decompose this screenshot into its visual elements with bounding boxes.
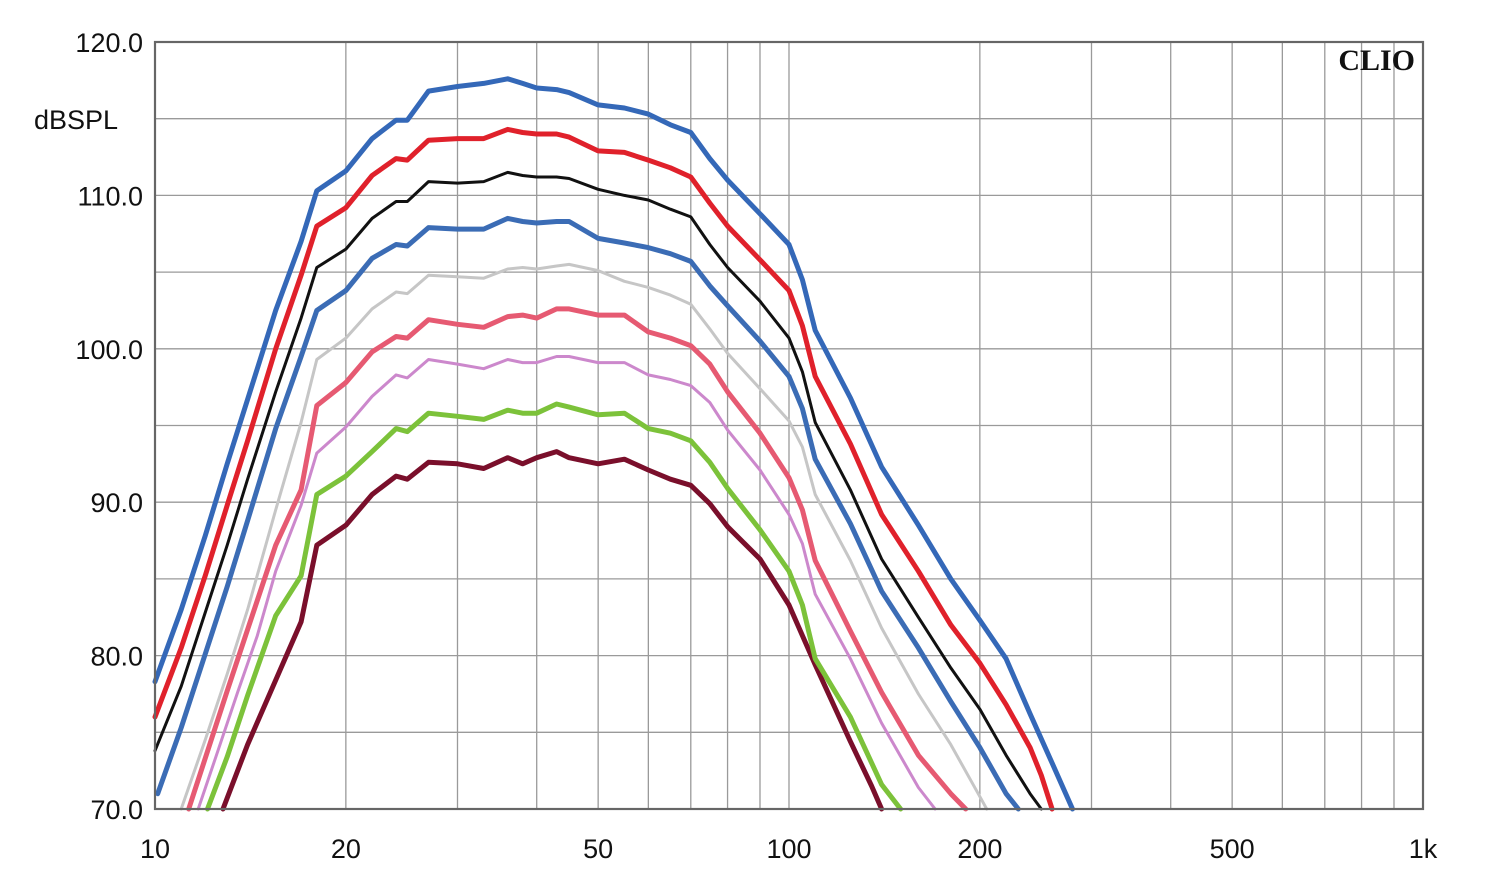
grid-lines [155, 42, 1423, 809]
x-tick-label: 50 [583, 834, 613, 864]
x-tick-labels: 10 20 50 100 200 500 1k [140, 834, 1438, 864]
curve-line-8 [152, 126, 1055, 812]
curve-line-6 [155, 215, 1021, 812]
curve-line-2 [205, 401, 904, 812]
x-tick-label: 200 [957, 834, 1002, 864]
x-tick-label: 500 [1210, 834, 1255, 864]
y-tick-label: 90.0 [90, 488, 143, 518]
y-tick-labels: 70.0 80.0 90.0 100.0 110.0 120.0 [75, 28, 143, 825]
y-tick-label: 70.0 [90, 795, 143, 825]
y-axis-label: dBSPL [34, 105, 118, 135]
curve-line-3 [196, 355, 937, 811]
plot-frame [153, 40, 1425, 811]
x-tick-label: 10 [140, 834, 170, 864]
curve-line-5 [179, 262, 989, 811]
curve-line-7 [153, 170, 1043, 811]
brand-logo: CLIO [1338, 44, 1415, 77]
curve-line-9 [152, 76, 1075, 812]
x-tick-label: 1k [1409, 834, 1438, 864]
x-tick-label: 20 [331, 834, 361, 864]
y-tick-label: 80.0 [90, 642, 143, 672]
curve-line-4 [186, 306, 969, 812]
curves-layer [152, 76, 1075, 812]
y-tick-label: 120.0 [75, 28, 143, 58]
curve-line-1 [220, 449, 885, 812]
y-tick-label: 110.0 [77, 181, 143, 211]
y-tick-label: 100.0 [75, 335, 143, 365]
x-tick-label: 100 [766, 834, 811, 864]
